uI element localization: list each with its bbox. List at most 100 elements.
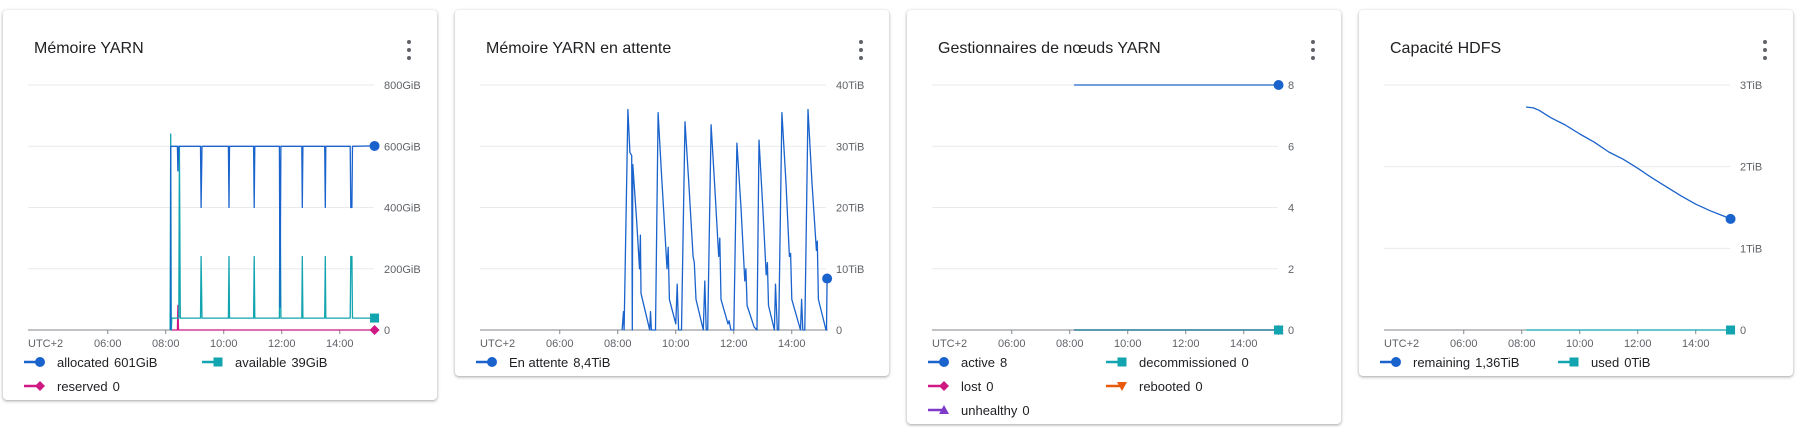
series-line-en-attente	[621, 108, 828, 331]
line-chart: 0 1TiB 2TiB 3TiB UTC+2 06:00 08:00 10:00 12:00 14…	[1384, 80, 1762, 350]
legend-label: available	[235, 354, 287, 370]
x-tick-label: 06:00	[94, 338, 122, 350]
y-tick-label: 4	[1288, 203, 1294, 215]
card-title: Mémoire YARN en attente	[486, 40, 672, 57]
legend-swatch-icon	[24, 381, 45, 391]
legend-swatch-icon	[24, 357, 45, 367]
legend-swatch-icon	[928, 357, 949, 367]
timezone-label: UTC+2	[28, 338, 63, 350]
legend-item[interactable]: unhealthy 0	[927, 401, 1105, 419]
legend-item[interactable]: active 8	[927, 353, 1105, 371]
x-tick-label: 12:00	[268, 338, 296, 350]
card-hdfs-capacity: Capacité HDFS 0 1TiB 2TiB 3TiB UTC+2 06:00 08:0…	[1359, 10, 1793, 376]
legend-item[interactable]: rebooted 0	[1105, 377, 1325, 395]
y-tick-label: 40TiB	[836, 80, 864, 92]
circle-marker	[1725, 213, 1736, 224]
series-line-reserved	[170, 304, 375, 331]
more-options-icon[interactable]	[401, 40, 417, 60]
y-tick-label: 0	[384, 325, 390, 337]
y-tick-label: 0	[1288, 325, 1294, 337]
legend-value: 39GiB	[291, 354, 328, 370]
legend-swatch-icon	[1106, 382, 1127, 391]
legend-label: active	[961, 354, 995, 370]
diamond-marker	[35, 381, 45, 391]
legend-item[interactable]: available 39GiB	[201, 353, 421, 371]
x-tick-label: 14:00	[1682, 338, 1710, 350]
triangle-down-marker	[1117, 382, 1127, 391]
line-chart: 0 10TiB 20TiB 30TiB 40TiB UTC+2 06:00 08:00 10:0…	[480, 80, 864, 350]
timezone-label: UTC+2	[932, 338, 967, 350]
chart-legend: allocated 601GiB available 39GiB reserved 0	[23, 353, 423, 395]
y-tick-label: 800GiB	[384, 80, 421, 92]
legend-item[interactable]: reserved 0	[23, 377, 201, 395]
y-tick-label: 1TiB	[1740, 243, 1762, 255]
x-tick-label: 06:00	[998, 338, 1026, 350]
y-tick-label: 8	[1288, 80, 1294, 92]
x-tick-label: 12:00	[720, 338, 748, 350]
triangle-up-marker	[939, 405, 949, 414]
legend-swatch-icon	[202, 357, 223, 367]
square-marker	[1726, 325, 1736, 335]
legend-label: rebooted	[1139, 378, 1191, 394]
y-tick-label: 20TiB	[836, 203, 864, 215]
diamond-marker	[369, 325, 380, 335]
legend-swatch-icon	[1106, 357, 1127, 367]
circle-marker	[1391, 357, 1401, 367]
y-tick-label: 10TiB	[836, 264, 864, 276]
x-tick-label: 12:00	[1172, 338, 1200, 350]
circle-marker	[35, 357, 45, 367]
legend-label: remaining	[1413, 354, 1471, 370]
legend-item[interactable]: used 0TiB	[1557, 353, 1777, 371]
y-tick-label: 0	[1740, 325, 1746, 337]
circle-marker	[369, 140, 380, 151]
series-line-allocated	[170, 145, 375, 330]
y-tick-label: 6	[1288, 141, 1294, 153]
line-chart: 0 200GiB 400GiB 600GiB 800GiB UTC+2 06:00 08:00…	[28, 80, 421, 350]
legend-value: 0	[112, 378, 120, 394]
more-options-icon[interactable]	[853, 40, 869, 60]
circle-marker	[939, 357, 949, 367]
legend-item[interactable]: remaining 1,36TiB	[1379, 353, 1557, 371]
y-tick-label: 200GiB	[384, 264, 421, 276]
card-title: Capacité HDFS	[1390, 40, 1502, 57]
legend-swatch-icon	[1558, 357, 1579, 367]
legend-item[interactable]: En attente 8,4TiB	[475, 353, 653, 371]
legend-value: 1,36TiB	[1475, 354, 1520, 370]
series-line-remaining	[1526, 106, 1731, 220]
legend-swatch-icon	[928, 381, 949, 391]
card-title: Mémoire YARN	[34, 40, 144, 57]
timezone-label: UTC+2	[480, 338, 515, 350]
chart-legend: remaining 1,36TiB used 0TiB	[1379, 353, 1779, 371]
x-tick-label: 08:00	[1056, 338, 1084, 350]
x-tick-label: 06:00	[546, 338, 574, 350]
circle-marker	[1273, 80, 1284, 90]
legend-label: allocated	[57, 354, 110, 370]
legend-value: 601GiB	[114, 354, 158, 370]
x-tick-label: 10:00	[662, 338, 690, 350]
legend-item[interactable]: lost 0	[927, 377, 1105, 395]
more-options-icon[interactable]	[1305, 40, 1321, 60]
x-tick-label: 10:00	[1114, 338, 1142, 350]
x-tick-label: 14:00	[778, 338, 806, 350]
card-title: Gestionnaires de nœuds YARN	[938, 40, 1161, 57]
legend-label: reserved	[57, 378, 108, 394]
x-tick-label: 12:00	[1624, 338, 1652, 350]
card-yarn-memory: Mémoire YARN 0 200GiB 400GiB 600GiB 800GiB UTC…	[3, 10, 437, 400]
y-tick-label: 30TiB	[836, 141, 864, 153]
x-tick-label: 14:00	[1230, 338, 1258, 350]
more-options-icon[interactable]	[1757, 40, 1773, 60]
circle-marker	[487, 357, 497, 367]
legend-item[interactable]: allocated 601GiB	[23, 353, 201, 371]
y-tick-label: 400GiB	[384, 203, 421, 215]
y-tick-label: 2TiB	[1740, 162, 1762, 174]
x-tick-label: 08:00	[1508, 338, 1536, 350]
x-tick-label: 08:00	[152, 338, 180, 350]
x-tick-label: 10:00	[210, 338, 238, 350]
x-tick-label: 10:00	[1566, 338, 1594, 350]
legend-value: 0TiB	[1624, 354, 1651, 370]
legend-item[interactable]: decommissioned 0	[1105, 353, 1325, 371]
legend-swatch-icon	[476, 357, 497, 367]
x-tick-label: 08:00	[604, 338, 632, 350]
diamond-marker	[939, 381, 949, 391]
square-marker	[1117, 357, 1127, 367]
